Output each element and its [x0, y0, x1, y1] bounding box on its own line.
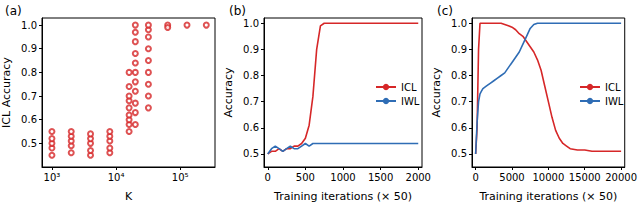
svg-text:1500: 1500: [368, 172, 393, 183]
svg-text:10000: 10000: [532, 172, 564, 183]
svg-text:0.8: 0.8: [451, 70, 467, 81]
svg-text:ICL Accuracy: ICL Accuracy: [0, 57, 13, 128]
svg-text:0.8: 0.8: [21, 67, 37, 78]
svg-text:0.8: 0.8: [243, 70, 259, 81]
svg-text:0.6: 0.6: [243, 122, 259, 133]
svg-text:1.0: 1.0: [243, 18, 259, 29]
svg-text:IWL: IWL: [401, 96, 420, 107]
svg-text:0: 0: [472, 172, 478, 183]
svg-text:Training iterations (× 50): Training iterations (× 50): [478, 190, 617, 203]
svg-text:0.9: 0.9: [21, 43, 37, 54]
svg-text:0.6: 0.6: [451, 122, 467, 133]
svg-text:K: K: [125, 190, 133, 203]
svg-text:0.7: 0.7: [21, 91, 37, 102]
svg-text:(b): (b): [229, 4, 246, 18]
svg-text:1.0: 1.0: [451, 18, 467, 29]
svg-text:0.5: 0.5: [451, 148, 467, 159]
svg-text:10⁴: 10⁴: [108, 172, 125, 183]
svg-text:2000: 2000: [406, 172, 431, 183]
svg-text:0.7: 0.7: [451, 96, 467, 107]
svg-text:Training iterations (× 50): Training iterations (× 50): [273, 190, 412, 203]
svg-text:10⁵: 10⁵: [172, 172, 189, 183]
svg-text:Accuracy: Accuracy: [430, 67, 443, 118]
svg-text:20000: 20000: [605, 172, 637, 183]
svg-text:0.5: 0.5: [243, 148, 259, 159]
svg-text:(a): (a): [5, 4, 22, 18]
svg-text:0.6: 0.6: [21, 114, 37, 125]
svg-text:1.0: 1.0: [21, 20, 37, 31]
svg-text:0.9: 0.9: [451, 44, 467, 55]
svg-text:0: 0: [265, 172, 271, 183]
svg-text:(c): (c): [437, 4, 453, 18]
svg-text:15000: 15000: [569, 172, 601, 183]
svg-text:10³: 10³: [44, 172, 61, 183]
svg-text:0.7: 0.7: [243, 96, 259, 107]
svg-text:Accuracy: Accuracy: [222, 67, 235, 118]
svg-text:ICL: ICL: [401, 82, 417, 93]
svg-text:IWL: IWL: [605, 96, 624, 107]
svg-text:0.5: 0.5: [21, 138, 37, 149]
svg-text:1000: 1000: [330, 172, 355, 183]
svg-text:0.9: 0.9: [243, 44, 259, 55]
svg-text:5000: 5000: [499, 172, 524, 183]
svg-text:500: 500: [296, 172, 315, 183]
svg-text:ICL: ICL: [605, 82, 621, 93]
